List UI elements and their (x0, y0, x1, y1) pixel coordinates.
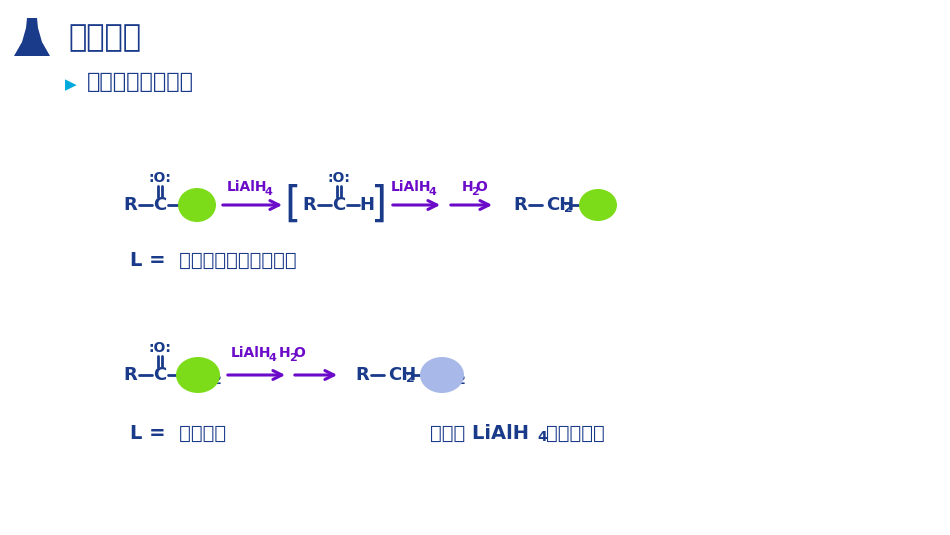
Polygon shape (26, 18, 38, 28)
Text: :O:: :O: (328, 171, 351, 185)
Polygon shape (14, 28, 50, 56)
Text: 2: 2 (213, 373, 221, 386)
Text: 4: 4 (428, 187, 436, 197)
Text: 2: 2 (289, 353, 296, 363)
Text: 腶使用 LiAlH: 腶使用 LiAlH (430, 424, 529, 442)
Text: :O:: :O: (148, 171, 171, 185)
Text: OH: OH (583, 196, 613, 214)
Text: L =  垄素，酰氧基，烷氧基: L = 垄素，酰氧基，烷氧基 (130, 250, 296, 270)
Text: 还原反应: 还原反应 (68, 24, 141, 52)
Text: 2: 2 (470, 187, 479, 197)
Text: CH: CH (546, 196, 574, 214)
Text: R: R (302, 196, 315, 214)
Text: O: O (476, 180, 487, 194)
Text: ]: ] (370, 184, 388, 226)
Text: H: H (278, 346, 291, 360)
Text: R: R (513, 196, 527, 214)
Text: NR: NR (437, 366, 464, 384)
Ellipse shape (579, 189, 617, 221)
Text: LiAlH: LiAlH (226, 180, 267, 194)
Text: C: C (332, 196, 346, 214)
Text: 还原也得胺: 还原也得胺 (546, 424, 605, 442)
Text: 用金属氢化物还原: 用金属氢化物还原 (87, 72, 194, 92)
Ellipse shape (178, 188, 216, 222)
Text: 2: 2 (406, 372, 415, 386)
Text: 4: 4 (269, 353, 276, 363)
Text: L: L (191, 195, 203, 215)
Text: 2: 2 (457, 373, 466, 386)
Text: R: R (124, 366, 137, 384)
Text: H: H (462, 180, 473, 194)
Text: :O:: :O: (148, 341, 171, 355)
Text: H: H (359, 196, 374, 214)
Text: NR: NR (193, 366, 219, 384)
Text: C: C (153, 196, 166, 214)
Text: O: O (294, 346, 306, 360)
Text: ▶: ▶ (65, 78, 77, 93)
Text: 4: 4 (537, 430, 547, 444)
Text: LiAlH: LiAlH (230, 346, 271, 360)
Text: LiAlH: LiAlH (390, 180, 430, 194)
Text: R: R (124, 196, 137, 214)
Text: L =  氨或胺，: L = 氨或胺， (130, 424, 226, 442)
Text: 4: 4 (264, 187, 273, 197)
Text: C: C (153, 366, 166, 384)
Text: CH: CH (388, 366, 416, 384)
Ellipse shape (420, 357, 464, 393)
Text: [: [ (285, 184, 301, 226)
Text: R: R (355, 366, 369, 384)
Text: 2: 2 (564, 203, 573, 216)
Ellipse shape (176, 357, 220, 393)
